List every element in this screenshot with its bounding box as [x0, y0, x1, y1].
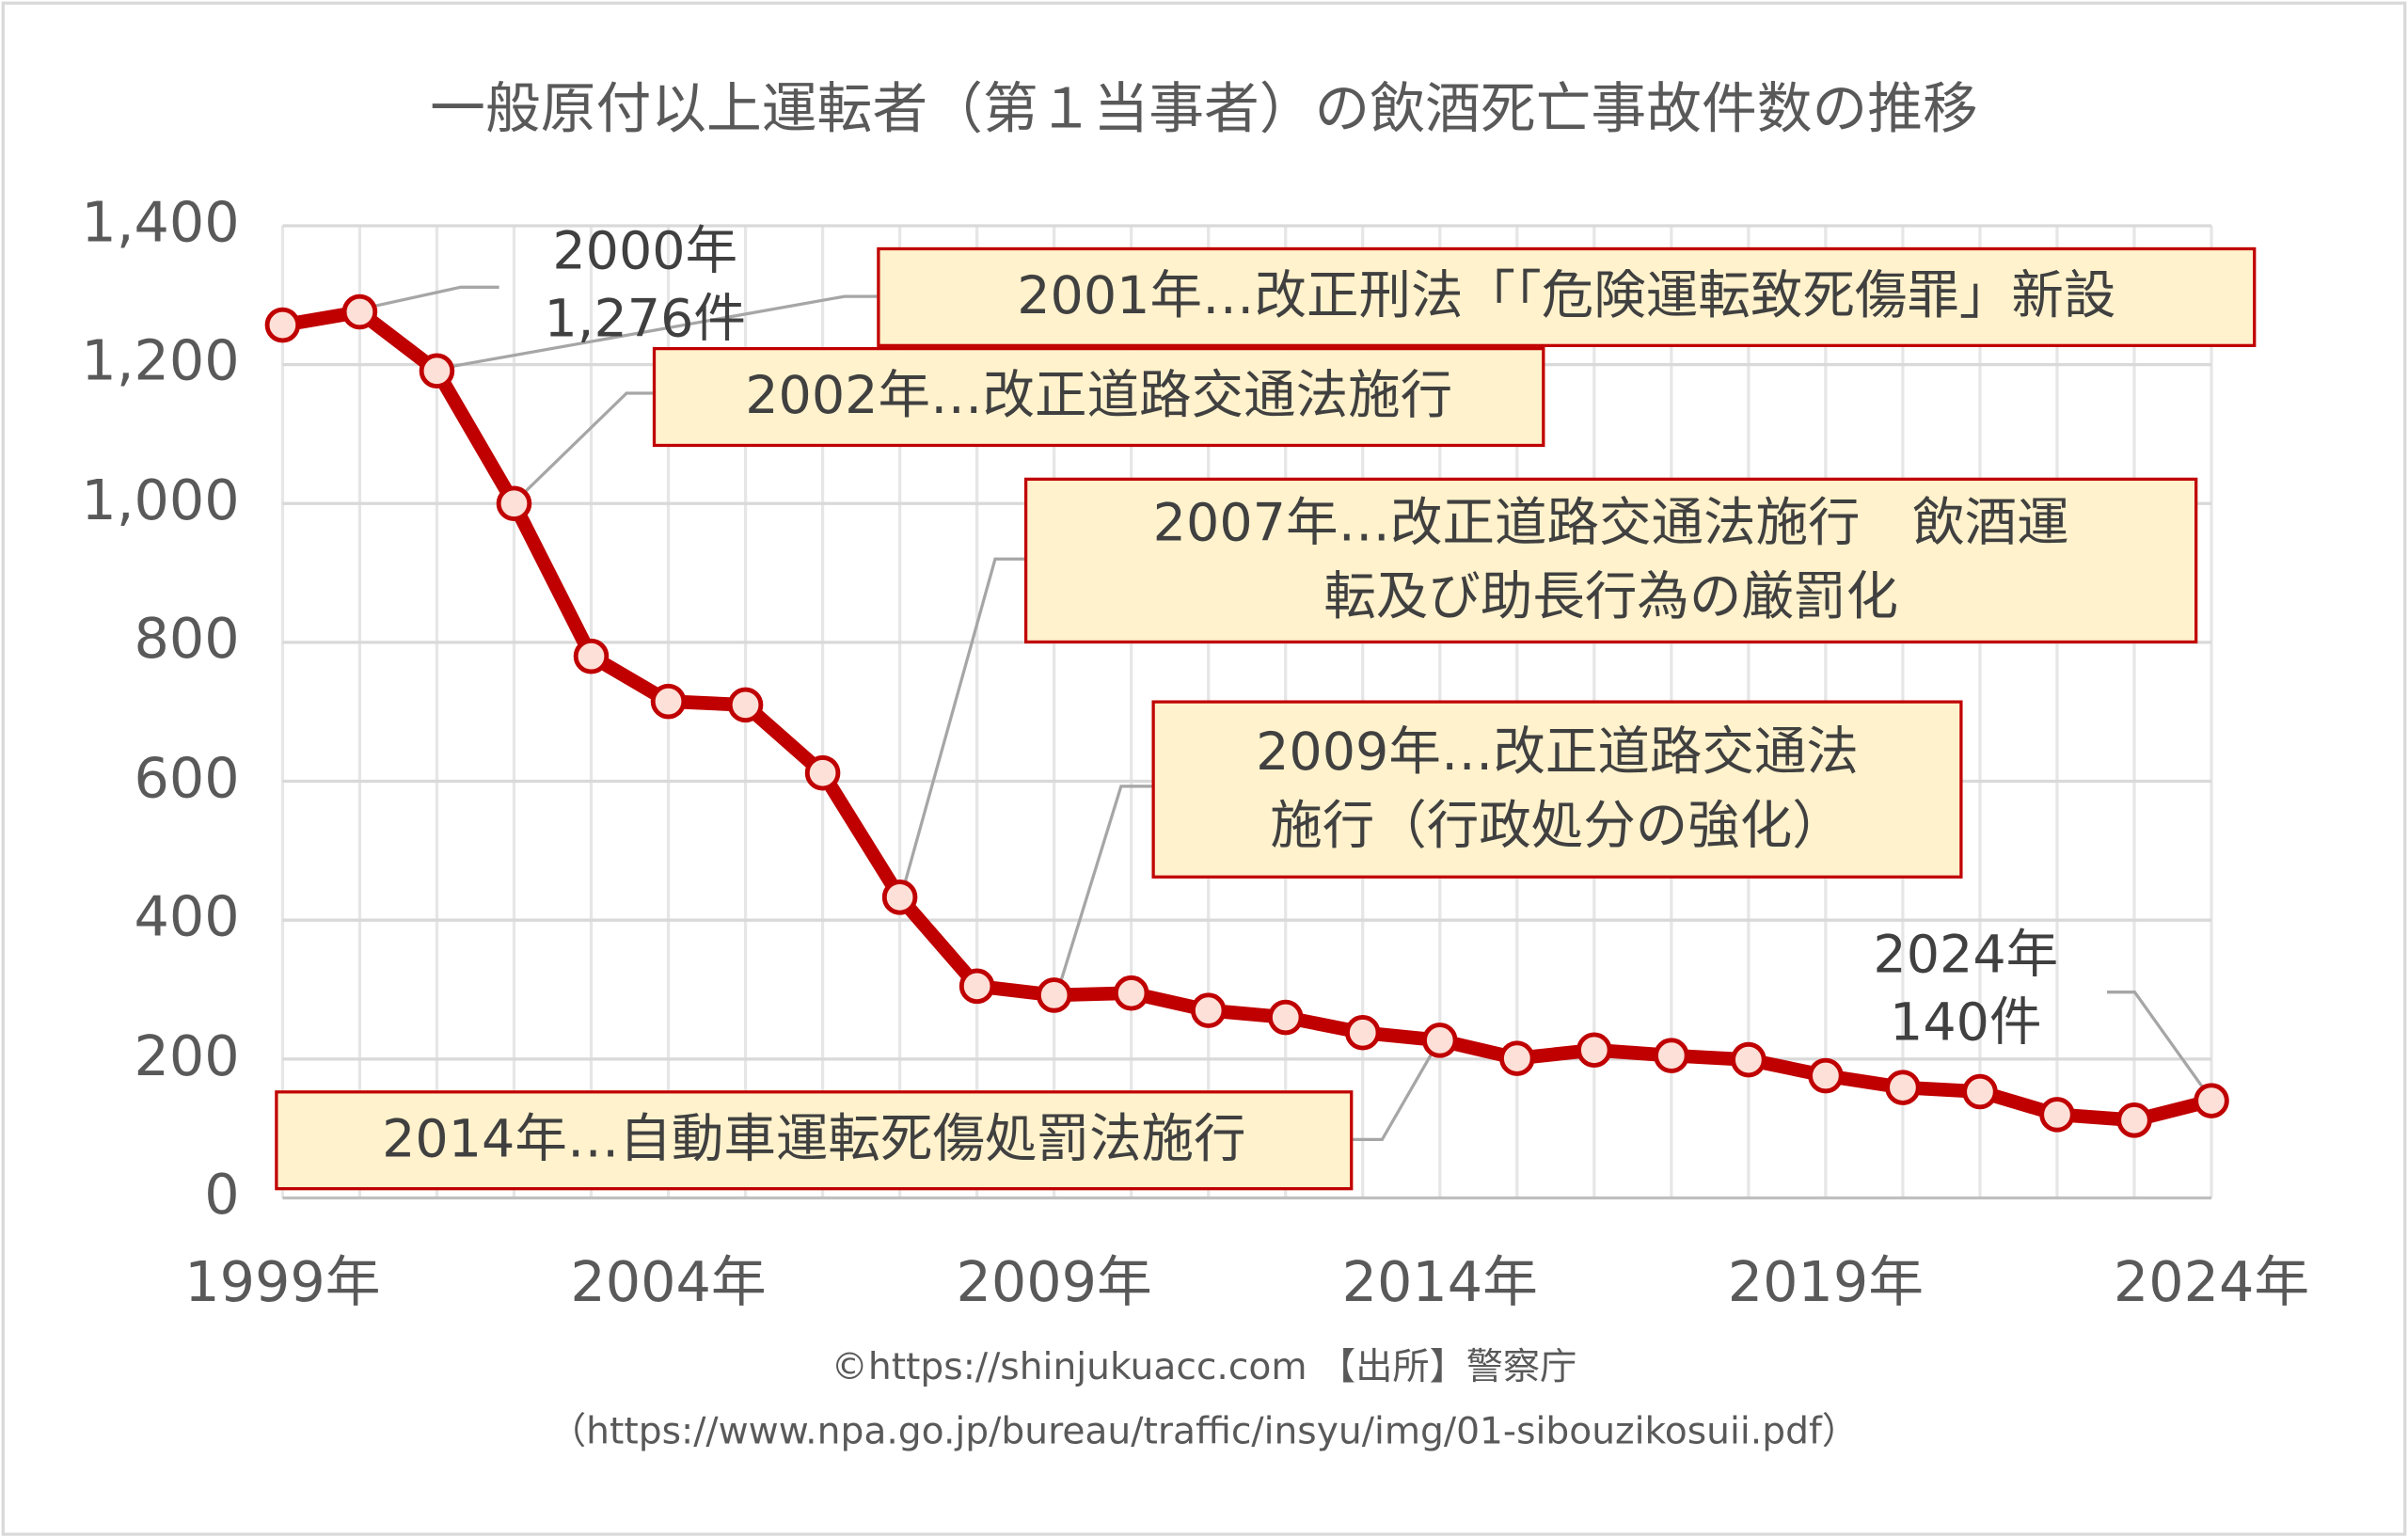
- chart-title: 一般原付以上運転者（第１当事者）の飲酒死亡事故件数の推移: [430, 78, 1978, 142]
- annotation-2001: 2001年…改正刑法「「危険運転致死傷罪」新設: [877, 246, 2257, 347]
- data-point-2018: [1731, 1041, 1766, 1078]
- data-point-2011: [1190, 992, 1227, 1028]
- data-point-1999: [264, 307, 301, 343]
- leader-2014: [1351, 1037, 1442, 1142]
- label-2000-value: 1,276件: [544, 288, 746, 351]
- label-2024: 2024年 140件: [1828, 922, 2104, 1057]
- y-tick-label: 800: [134, 608, 240, 672]
- annotation-2007-line1: 2007年…改正道路交通法施行 飲酒運: [1152, 493, 2069, 555]
- x-tick-label: 2019年: [1727, 1251, 1925, 1315]
- x-tick-label: 2009年: [956, 1251, 1152, 1315]
- y-tick-label: 1,200: [81, 330, 240, 394]
- footer-source: ©https://shinjukuacc.com 【出所】警察庁: [831, 1345, 1577, 1388]
- data-point-2002: [496, 485, 532, 522]
- x-tick-label: 2024年: [2113, 1251, 2310, 1315]
- data-point-2010: [1113, 975, 1149, 1011]
- label-2000-year: 2000年: [552, 221, 738, 283]
- data-point-2003: [573, 638, 610, 674]
- label-2000: 2000年 1,276件: [507, 218, 784, 354]
- data-point-2008: [958, 968, 995, 1005]
- annotation-2009: 2009年…改正道路交通法 施行（行政処分の強化）: [1151, 700, 1963, 879]
- leader-2001: [438, 294, 879, 371]
- data-point-2012: [1267, 999, 1304, 1036]
- leader-2007: [899, 557, 1026, 896]
- y-tick-label: 0: [204, 1164, 240, 1228]
- data-point-2000: [341, 293, 378, 330]
- data-point-2004: [650, 683, 687, 720]
- data-point-2017: [1654, 1038, 1689, 1073]
- y-tick-label: 200: [134, 1024, 240, 1088]
- data-point-2015: [1499, 1040, 1535, 1076]
- leader-2009: [1054, 785, 1155, 996]
- x-tick-label: 1999年: [184, 1251, 381, 1315]
- label-2024-value: 140件: [1890, 991, 2042, 1054]
- x-tick-label: 2014年: [1341, 1251, 1538, 1315]
- leader-2002: [515, 391, 655, 502]
- data-point-2001: [419, 353, 455, 389]
- label-2024-year: 2024年: [1873, 924, 2059, 987]
- annotation-2009-line2: 施行（行政処分の強化）: [1270, 795, 1845, 858]
- leader-2000: [361, 285, 499, 310]
- data-point-2020: [1885, 1070, 1921, 1105]
- data-point-2024: [2194, 1083, 2229, 1118]
- data-point-2009: [1036, 977, 1072, 1013]
- y-tick-label: 1,000: [81, 469, 240, 533]
- y-tick-label: 1,400: [81, 192, 240, 256]
- data-point-2007: [881, 880, 918, 915]
- annotation-2014: 2014年…自動車運転死傷処罰法施行: [275, 1090, 1354, 1191]
- data-point-2006: [804, 754, 841, 791]
- data-point-2022: [2039, 1097, 2075, 1133]
- footer-url: （https://www.npa.go.jp/bureau/traffic/in…: [548, 1409, 1859, 1453]
- annotation-2009-line1: 2009年…改正道路交通法: [1256, 721, 1859, 784]
- annotation-2002: 2002年…改正道路交通法施行: [652, 346, 1545, 448]
- data-point-2005: [727, 687, 764, 723]
- data-point-2014: [1421, 1023, 1458, 1058]
- leader-lines: [361, 285, 2213, 1142]
- y-tick-label: 600: [134, 747, 240, 811]
- data-point-2016: [1576, 1032, 1612, 1069]
- annotation-2007: 2007年…改正道路交通法施行 飲酒運 転及び助長行為の厳罰化: [1023, 477, 2198, 644]
- data-point-2023: [2116, 1102, 2152, 1138]
- data-point-2013: [1344, 1015, 1381, 1051]
- leader-2024: [2106, 991, 2213, 1101]
- series-markers: [264, 293, 2229, 1138]
- x-tick-label: 2004年: [570, 1251, 767, 1315]
- data-point-2019: [1808, 1057, 1844, 1094]
- y-tick-label: 400: [134, 886, 240, 950]
- annotation-2007-line2: 転及び助長行為の厳罰化: [1323, 566, 1898, 628]
- data-point-2021: [1962, 1073, 1998, 1110]
